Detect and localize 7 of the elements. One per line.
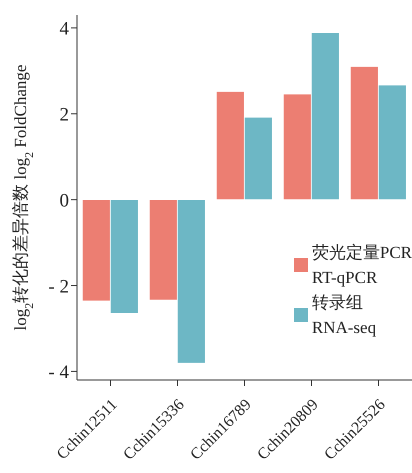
y-tick-label: 2 [60, 104, 69, 126]
y-tick-label: 4 [60, 18, 70, 40]
legend-label: 转录组 RNA-seq [312, 292, 376, 339]
y-tick-label: - 4 [48, 362, 70, 384]
y-tick-label: 0 [60, 190, 69, 212]
y-tick-label: - 2 [48, 276, 69, 298]
legend-label: 荧光定量PCR RT-qPCR [312, 242, 412, 289]
